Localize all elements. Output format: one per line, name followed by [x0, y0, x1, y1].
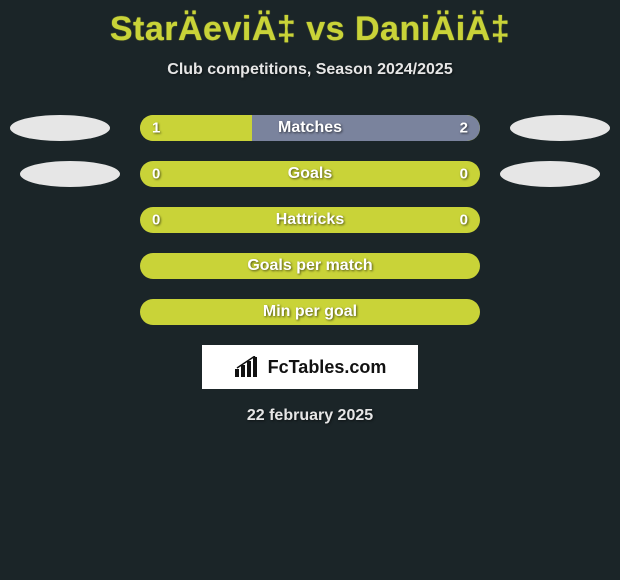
stat-value-right: 0	[460, 212, 468, 229]
stat-value-right: 2	[460, 120, 468, 137]
player-right-marker	[500, 161, 600, 187]
fctables-badge: FcTables.com	[202, 345, 418, 389]
stat-label: Goals	[288, 165, 332, 183]
player-right-marker	[510, 115, 610, 141]
stat-bar: Goals per match	[140, 253, 480, 279]
player-left-marker	[20, 161, 120, 187]
stat-value-right: 0	[460, 166, 468, 183]
stat-bar: 0 0 Goals	[140, 161, 480, 187]
comparison-subtitle: Club competitions, Season 2024/2025	[0, 61, 620, 79]
stat-row: Goals per match	[0, 253, 620, 279]
stat-bar: Min per goal	[140, 299, 480, 325]
comparison-title: StarÄeviÄ‡ vs DaniÄiÄ‡	[0, 0, 620, 49]
stat-row: Min per goal	[0, 299, 620, 325]
stat-label: Goals per match	[247, 257, 372, 275]
stat-row: 1 2 Matches	[0, 115, 620, 141]
stat-bar: 1 2 Matches	[140, 115, 480, 141]
stat-value-left: 0	[152, 212, 160, 229]
stat-label: Matches	[278, 119, 342, 137]
snapshot-date: 22 february 2025	[0, 407, 620, 425]
player-left-marker	[10, 115, 110, 141]
chart-icon	[234, 356, 262, 378]
stat-label: Min per goal	[263, 303, 357, 321]
stat-row: 0 0 Hattricks	[0, 207, 620, 233]
stat-value-left: 0	[152, 166, 160, 183]
stat-rows: 1 2 Matches 0 0 Goals 0 0 Hattricks Goals per mat…	[0, 115, 620, 325]
stat-bar: 0 0 Hattricks	[140, 207, 480, 233]
stat-value-left: 1	[152, 120, 160, 137]
badge-text: FcTables.com	[268, 357, 387, 378]
stat-label: Hattricks	[276, 211, 344, 229]
stat-row: 0 0 Goals	[0, 161, 620, 187]
